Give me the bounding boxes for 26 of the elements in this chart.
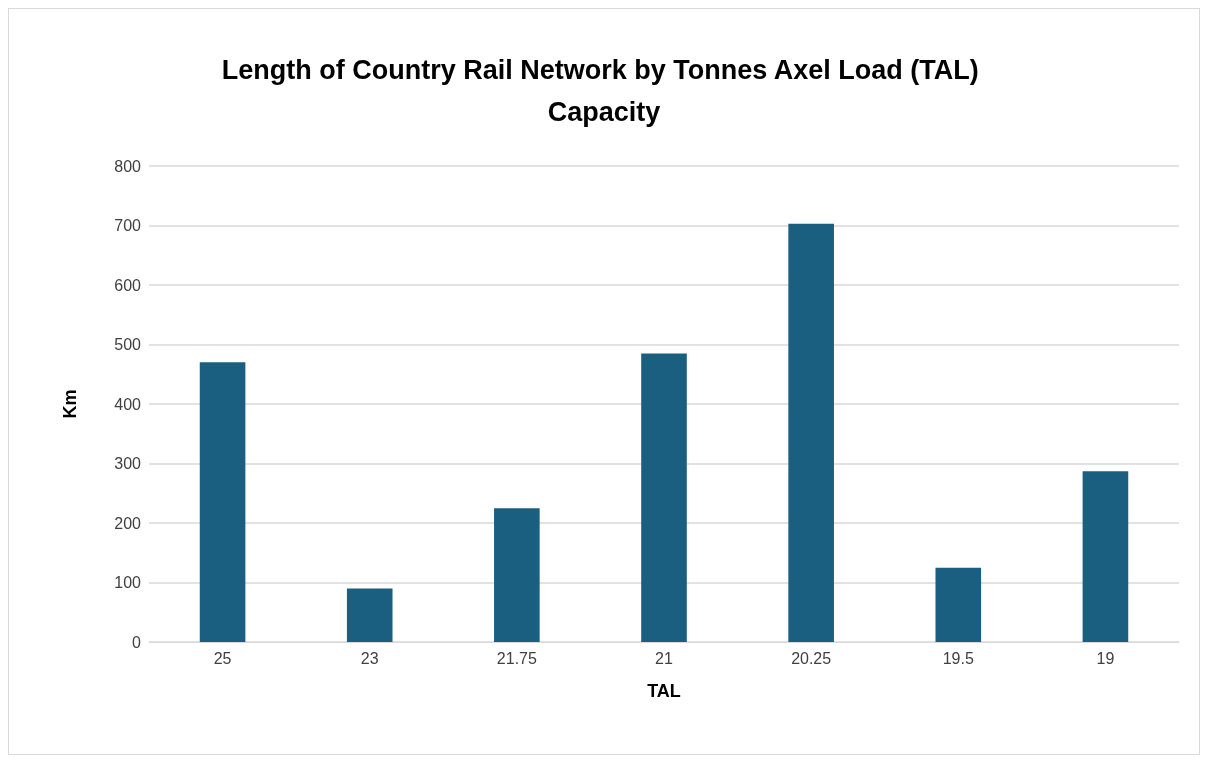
x-tick-label: 19 <box>1096 649 1115 667</box>
y-tick-label: 400 <box>114 395 142 413</box>
bar <box>199 362 246 642</box>
y-tick-label: 300 <box>114 455 142 472</box>
x-axis-title: TAL <box>647 681 681 701</box>
y-axis-title: Km <box>60 389 80 419</box>
y-tick-label: 500 <box>114 336 142 353</box>
x-tick-label: 21.75 <box>496 649 537 667</box>
y-tick-label: 700 <box>114 217 142 234</box>
y-tick-label: 200 <box>114 514 142 532</box>
bar <box>788 223 834 642</box>
y-tick-label: 100 <box>114 574 142 591</box>
chart-title: Length of Country Rail Network by Tonnes Axel Load (TAL) Capacity <box>221 55 987 127</box>
x-tick-label: 19.5 <box>942 649 974 667</box>
bar <box>1082 471 1129 642</box>
y-tick-label: 600 <box>114 276 142 294</box>
x-tick-label: 21 <box>655 649 673 667</box>
bar <box>641 353 687 642</box>
bar <box>935 567 982 642</box>
y-tick-label: 800 <box>114 157 142 175</box>
x-tick-label: 25 <box>213 649 232 667</box>
y-tick-label: 0 <box>132 633 142 651</box>
x-tick-label: 23 <box>360 649 379 667</box>
x-tick-label: 20.25 <box>791 649 832 667</box>
bar <box>494 508 540 642</box>
bar <box>346 588 393 642</box>
